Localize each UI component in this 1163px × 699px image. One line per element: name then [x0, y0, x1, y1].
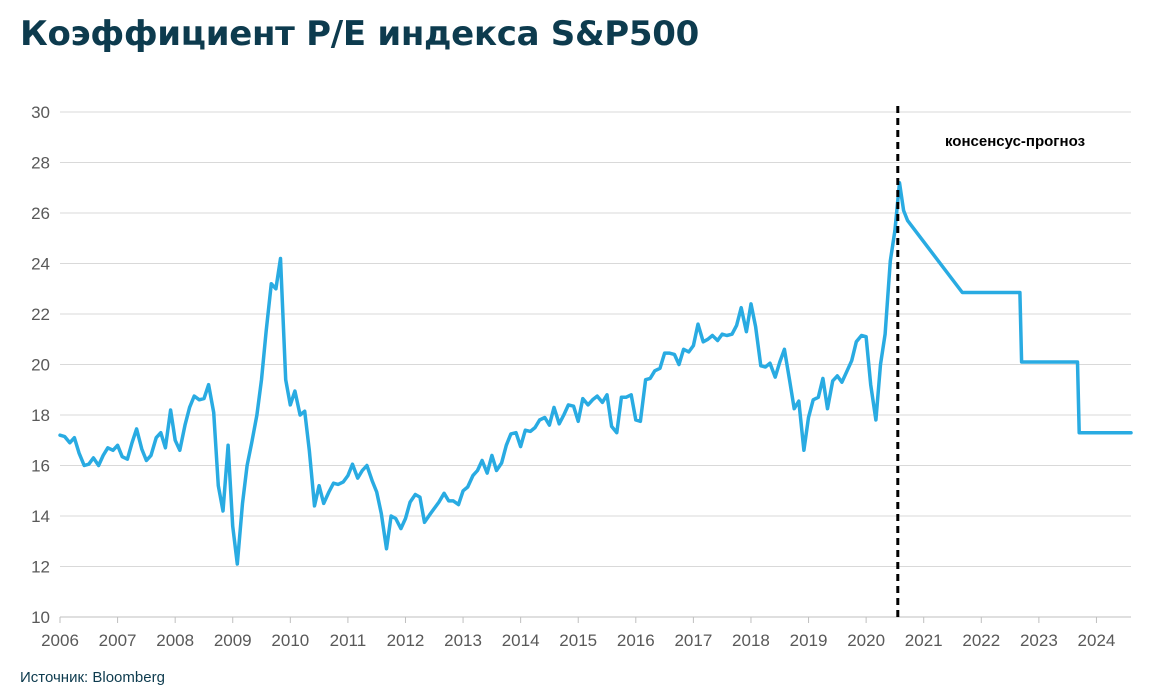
- x-tick-label: 2014: [502, 631, 540, 650]
- x-tick-label: 2011: [330, 631, 367, 650]
- series-line-0: [58, 180, 1133, 566]
- y-tick-label: 30: [31, 103, 50, 122]
- chart-title: Коэффициент P/E индекса S&P500: [20, 14, 699, 54]
- x-tick-label: 2020: [847, 631, 885, 650]
- x-tick-label: 2023: [1020, 631, 1058, 650]
- y-tick-label: 20: [31, 356, 50, 375]
- y-tick-label: 28: [31, 154, 50, 173]
- source-note: Источник: Bloomberg: [20, 669, 165, 686]
- x-tick-label: 2022: [962, 631, 1000, 650]
- x-tick-label: 2007: [99, 631, 137, 650]
- forecast-marker: консенсус-прогноз: [896, 106, 1085, 617]
- x-tick-label: 2013: [444, 631, 482, 650]
- x-tick-label: 2016: [617, 631, 655, 650]
- x-tick-label: 2012: [387, 631, 425, 650]
- y-tick-label: 24: [31, 255, 50, 274]
- gridlines: [60, 111, 1131, 567]
- x-tick-label: 2024: [1078, 631, 1116, 650]
- y-tick-label: 16: [31, 457, 50, 476]
- x-tick-label: 2006: [41, 631, 79, 650]
- x-tick-label: 2008: [156, 631, 194, 650]
- y-tick-label: 10: [31, 608, 50, 627]
- series-layer: [58, 180, 1133, 566]
- x-tick-label: 2018: [732, 631, 770, 650]
- x-axis-tick-labels: 2006 2007 2008 2009 2010 2011 2012 2013 2014 2015…: [41, 631, 1115, 650]
- y-tick-label: 18: [31, 406, 50, 425]
- x-tick-label: 2019: [790, 631, 828, 650]
- x-tick-label: 2009: [214, 631, 252, 650]
- forecast-label: консенсус-прогноз: [945, 133, 1085, 150]
- y-tick-label: 26: [31, 204, 50, 223]
- y-tick-label: 12: [31, 558, 50, 577]
- y-tick-label: 22: [31, 305, 50, 324]
- y-axis-tick-labels: 10 12 14 16 18 20 22 24 26 28 30: [31, 103, 50, 627]
- x-tick-label: 2017: [674, 631, 712, 650]
- y-tick-label: 14: [31, 507, 50, 526]
- x-tick-label: 2010: [271, 631, 309, 650]
- x-tick-label: 2015: [559, 631, 597, 650]
- x-axis: [59, 616, 1131, 623]
- x-tick-label: 2021: [905, 631, 943, 650]
